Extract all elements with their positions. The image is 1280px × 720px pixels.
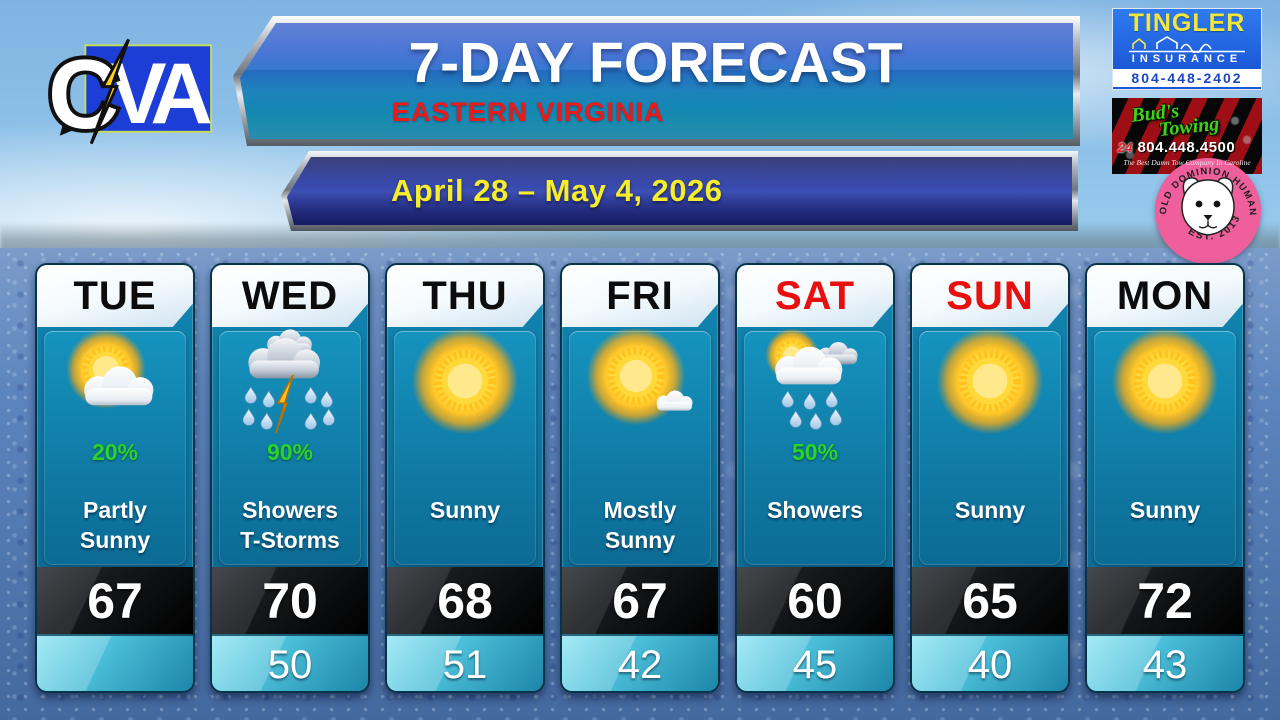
condition-text: Showers T-Storms	[240, 497, 340, 553]
high-temp-band: 65	[912, 567, 1068, 634]
low-temp: 42	[617, 643, 663, 687]
high-temp-band: 67	[37, 567, 193, 634]
tingler-phone: 804-448-2402	[1113, 69, 1261, 87]
day-header: SAT	[737, 265, 893, 327]
sunny-icon	[406, 327, 524, 442]
precip-chance: 90%	[266, 439, 314, 465]
high-temp: 67	[612, 572, 668, 629]
date-banner-face: April 28 – May 4, 2026	[287, 157, 1072, 225]
day-header: SUN	[912, 265, 1068, 327]
station-logo: VA C	[44, 34, 221, 153]
day-card-sat: SAT 50% Showers 60 45	[735, 263, 895, 693]
day-label: SUN	[946, 273, 1034, 318]
day-card-thu: THU Sunny 68 51	[385, 263, 545, 693]
day-header: MON	[1087, 265, 1243, 327]
low-temp-band: 50	[212, 634, 368, 691]
title-banner: 7-DAY FORECAST EASTERN VIRGINIA	[233, 16, 1080, 146]
high-temp-band: 70	[212, 567, 368, 634]
high-temp-band: 68	[387, 567, 543, 634]
low-temp: 45	[792, 643, 838, 687]
day-header: THU	[387, 265, 543, 327]
low-temp: 51	[442, 643, 488, 687]
high-temp-band: 67	[562, 567, 718, 634]
condition-text: Sunny	[954, 497, 1026, 523]
thunderstorms-icon	[231, 329, 349, 442]
buds-24hour: 24	[1118, 140, 1133, 155]
region-subtitle: EASTERN VIRGINIA	[392, 97, 665, 127]
condition-text: Mostly Sunny	[603, 497, 677, 553]
day-label: THU	[422, 273, 508, 318]
tingler-name: TINGLER	[1128, 9, 1246, 37]
day-card-fri: FRI Mostly Sunny 67 42	[560, 263, 720, 693]
page-title: 7-DAY FORECAST	[408, 31, 903, 95]
day-label: MON	[1116, 273, 1214, 318]
low-temp: 40	[967, 643, 1013, 687]
house-outline-icon	[1113, 36, 1261, 55]
tingler-category: INSURANCE	[1131, 53, 1243, 65]
forecast-cards: TUE 20% Partly Sunny 67 WED 90% Showers …	[35, 263, 1245, 693]
sunny-icon	[931, 327, 1049, 442]
day-header: WED	[212, 265, 368, 327]
title-banner-face: 7-DAY FORECAST EASTERN VIRGINIA	[240, 23, 1073, 139]
high-temp-band: 60	[737, 567, 893, 634]
sunny-icon	[1106, 327, 1224, 442]
low-temp-band: 40	[912, 634, 1068, 691]
low-temp: 43	[1142, 643, 1188, 687]
high-temp: 70	[262, 572, 318, 629]
logo-speech-tail	[59, 114, 84, 136]
high-temp-band: 72	[1087, 567, 1243, 634]
high-temp: 72	[1137, 572, 1193, 629]
day-card-wed: WED 90% Showers T-Storms 70 50	[210, 263, 370, 693]
day-label: FRI	[606, 273, 674, 318]
high-temp: 60	[787, 572, 843, 629]
day-card-mon: MON Sunny 72 43	[1085, 263, 1245, 693]
logo-letter-c: C	[48, 39, 119, 149]
high-temp: 68	[437, 572, 493, 629]
low-temp-band: 51	[387, 634, 543, 691]
cva-logo-graphic: VA C	[44, 35, 221, 153]
day-header: FRI	[562, 265, 718, 327]
logo-blue-box	[84, 44, 213, 133]
day-label: SAT	[774, 273, 856, 318]
date-range: April 28 – May 4, 2026	[391, 173, 723, 208]
showers-icon	[756, 328, 874, 442]
day-label: TUE	[73, 273, 157, 318]
low-temp-band	[37, 634, 193, 691]
precip-chance: 50%	[791, 439, 839, 465]
low-temp: 50	[267, 643, 313, 687]
mostly-sunny-icon	[581, 326, 699, 442]
high-temp: 67	[87, 572, 143, 629]
lightning-bolt-icon	[89, 38, 130, 145]
date-banner: April 28 – May 4, 2026	[281, 151, 1078, 231]
high-temp: 65	[962, 572, 1018, 629]
condition-text: Sunny	[429, 497, 501, 523]
condition-text: Showers	[767, 497, 863, 523]
low-temp-band: 42	[562, 634, 718, 691]
pitbull-face-icon	[1181, 177, 1235, 236]
day-label: WED	[241, 273, 339, 318]
ad-tingler-insurance: TINGLER INSURANCE 804-448-2402	[1112, 8, 1262, 90]
buds-phone: 804.448.4500	[1137, 139, 1236, 156]
low-temp-band: 45	[737, 634, 893, 691]
condition-text: Partly Sunny	[79, 497, 151, 553]
day-header: TUE	[37, 265, 193, 327]
condition-text: Sunny	[1129, 497, 1201, 523]
day-card-sun: SUN Sunny 65 40	[910, 263, 1070, 693]
precip-chance: 20%	[91, 439, 139, 465]
low-temp-band: 43	[1087, 634, 1243, 691]
buds-tagline: The Best Damn Tow Company In Caroline	[1123, 158, 1251, 167]
day-card-tue: TUE 20% Partly Sunny 67	[35, 263, 195, 693]
ad-buds-towing: Bud's Towing 24 804.448.4500 The Best Da…	[1112, 98, 1262, 174]
buds-name: Bud's Towing	[1130, 98, 1262, 142]
logo-letters-va: VA	[109, 46, 211, 142]
sponsor-ads: TINGLER INSURANCE 804-448-2402 Bud's Tow…	[1112, 8, 1262, 174]
partly-sunny-icon	[56, 329, 174, 442]
